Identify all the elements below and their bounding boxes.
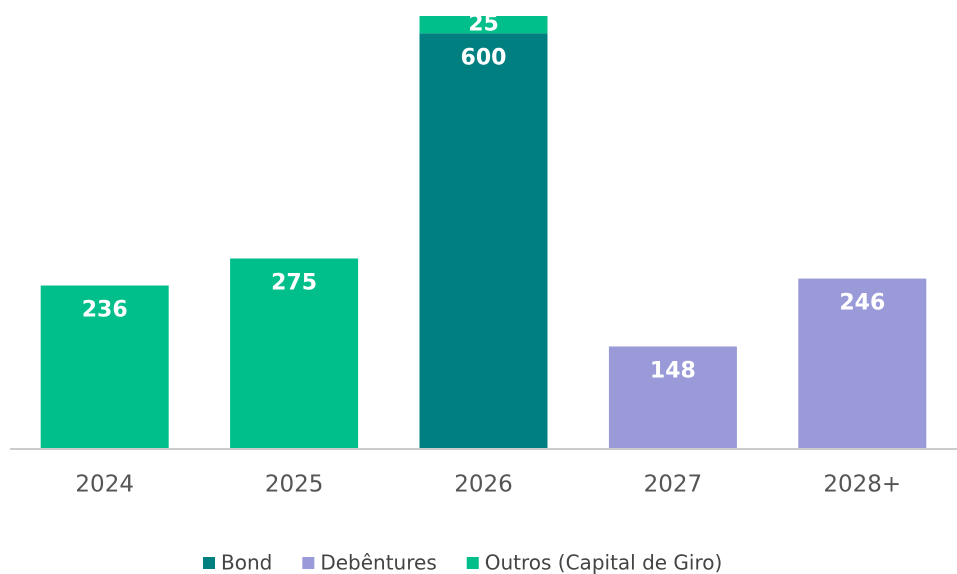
bar [608,346,737,449]
x-tick-label: 2025 [265,472,324,498]
legend-label: Outros (Capital de Giro) [485,551,723,574]
value-label: 236 [82,297,128,322]
bar [419,33,548,449]
x-tick-label: 2028+ [823,472,901,498]
legend-swatch [302,557,315,569]
bar [419,16,548,34]
legend-swatch [203,557,215,569]
value-label: 600 [461,45,507,70]
bar [230,258,359,449]
legend-swatch [466,557,479,569]
value-label: 246 [839,291,885,316]
bar [798,278,927,449]
value-label: 148 [650,358,696,383]
value-label: 25 [468,12,499,37]
legend-label: Bond [221,551,272,574]
x-tick-label: 2027 [644,472,703,498]
bar [40,285,169,449]
x-tick-label: 2024 [75,472,134,498]
legend-label: Debêntures [320,551,436,574]
x-tick-label: 2026 [454,472,513,498]
value-label: 275 [271,270,317,295]
